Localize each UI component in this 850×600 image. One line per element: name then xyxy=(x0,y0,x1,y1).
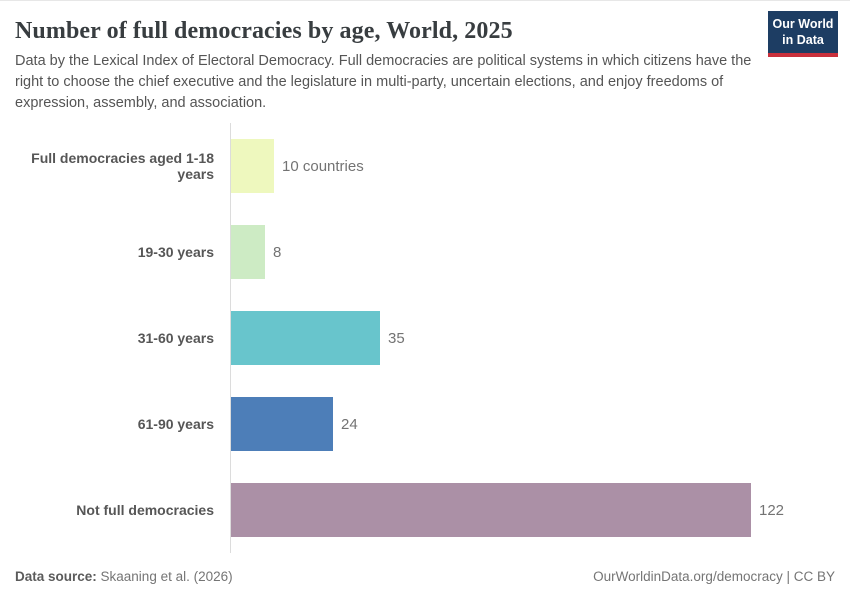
chart-rows: Full democracies aged 1-18 years 10 count… xyxy=(0,123,850,553)
owid-logo-line2: in Data xyxy=(782,33,824,48)
bar[interactable] xyxy=(231,225,265,279)
category-label: 61-90 years xyxy=(137,416,214,432)
bar-area: 35 xyxy=(222,295,850,381)
bar[interactable] xyxy=(231,139,274,193)
footer-credit: OurWorldinData.org/democracy | CC BY xyxy=(593,569,835,584)
data-source-label: Data source: xyxy=(15,569,97,584)
chart-row: Full democracies aged 1-18 years 10 count… xyxy=(0,123,850,209)
bar-area: 24 xyxy=(222,381,850,467)
chart-row: 61-90 years 24 xyxy=(0,381,850,467)
bar-area: 10 countries xyxy=(222,123,850,209)
value-label: 35 xyxy=(388,329,405,347)
owid-logo-accent-bar xyxy=(768,52,838,57)
chart-row: 19-30 years 8 xyxy=(0,209,850,295)
chart-title: Number of full democracies by age, World… xyxy=(15,18,513,44)
chart-row: 31-60 years 35 xyxy=(0,295,850,381)
footer-separator: | xyxy=(782,569,794,584)
owid-url-link[interactable]: OurWorldinData.org/democracy xyxy=(593,569,783,584)
category-label: Not full democracies xyxy=(76,502,214,518)
value-label: 8 xyxy=(273,243,282,261)
category-label: Full democracies aged 1-18 years xyxy=(31,150,214,182)
owid-logo[interactable]: Our World in Data xyxy=(768,11,838,57)
bar-area: 122 xyxy=(222,467,850,553)
bar-area: 8 xyxy=(222,209,850,295)
bar-chart: Full democracies aged 1-18 years 10 count… xyxy=(0,123,850,553)
chart-subtitle: Data by the Lexical Index of Electoral D… xyxy=(15,53,752,111)
value-label: 122 xyxy=(759,501,785,519)
header: Number of full democracies by age, World… xyxy=(0,1,850,114)
data-source-value: Skaaning et al. (2026) xyxy=(96,569,233,584)
bar[interactable] xyxy=(231,483,751,537)
category-label: 31-60 years xyxy=(137,330,214,346)
bar[interactable] xyxy=(231,397,333,451)
chart-row: Not full democracies 122 xyxy=(0,467,850,553)
license-label: CC BY xyxy=(793,569,835,584)
y-axis-line xyxy=(230,123,231,553)
owid-logo-box: Our World in Data xyxy=(768,11,838,53)
category-label: 19-30 years xyxy=(137,244,214,260)
footer: Data source: Skaaning et al. (2026) OurW… xyxy=(0,569,850,584)
bar[interactable] xyxy=(231,311,380,365)
owid-logo-line1: Our World xyxy=(772,17,834,31)
value-label: 24 xyxy=(341,415,358,433)
data-source-note: Data source: Skaaning et al. (2026) xyxy=(15,569,233,584)
value-label: 10 countries xyxy=(282,157,364,175)
